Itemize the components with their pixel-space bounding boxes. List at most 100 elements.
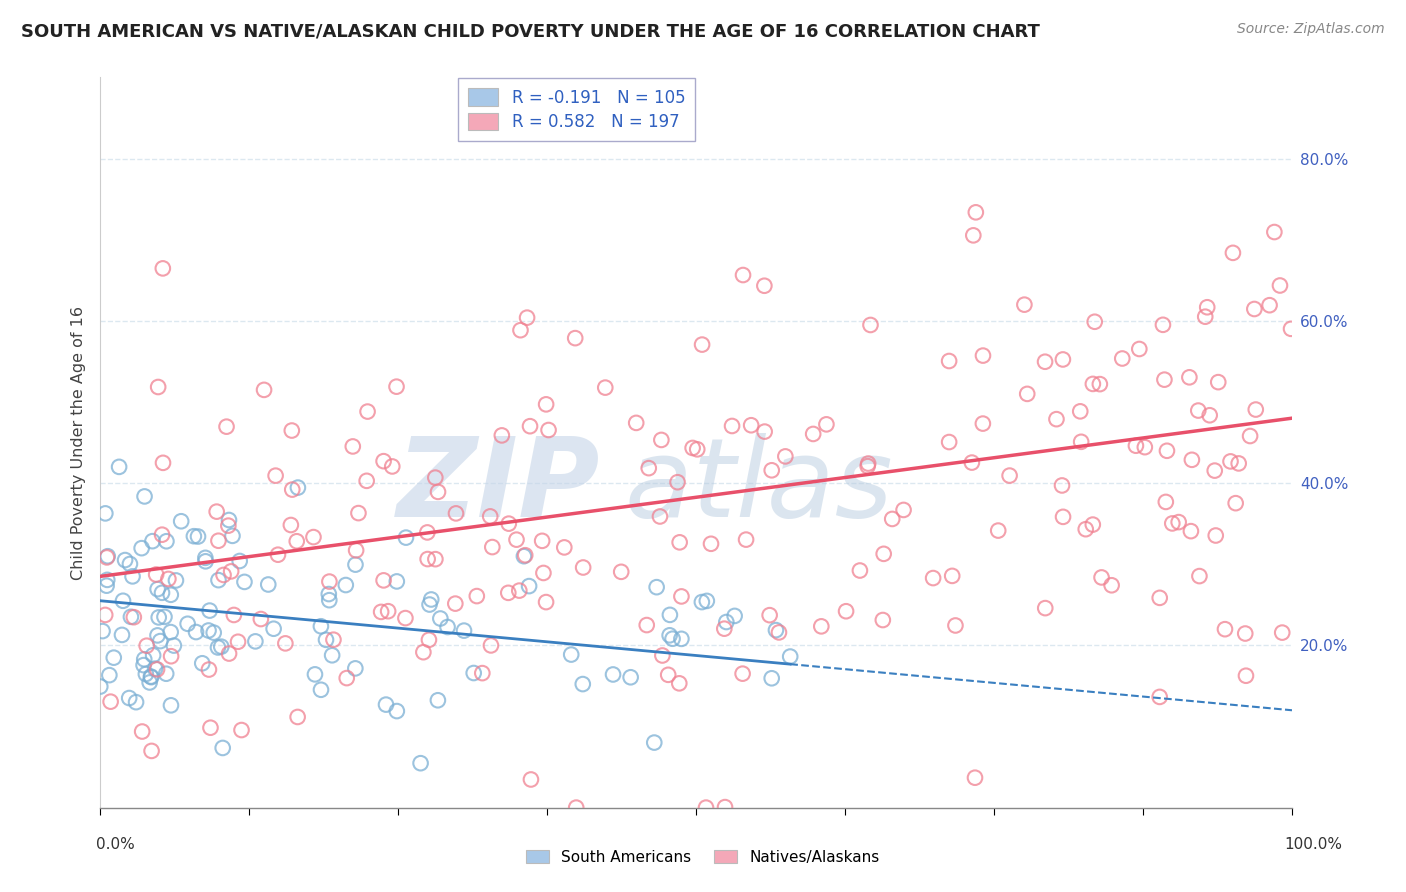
Point	[152, 456, 174, 470]
Point	[1239, 429, 1261, 443]
Point	[740, 418, 762, 433]
Point	[321, 648, 343, 663]
Point	[1205, 528, 1227, 542]
Point	[481, 540, 503, 554]
Point	[571, 677, 593, 691]
Point	[572, 560, 595, 574]
Point	[758, 608, 780, 623]
Point	[893, 503, 915, 517]
Point	[143, 662, 166, 676]
Point	[643, 735, 665, 749]
Point	[1149, 690, 1171, 704]
Point	[97, 549, 120, 564]
Point	[686, 442, 709, 457]
Point	[150, 586, 173, 600]
Point	[690, 595, 713, 609]
Legend: R = -0.191   N = 105, R = 0.582   N = 197: R = -0.191 N = 105, R = 0.582 N = 197	[458, 78, 696, 142]
Point	[89, 680, 111, 694]
Point	[111, 628, 134, 642]
Point	[1213, 622, 1236, 636]
Point	[1271, 625, 1294, 640]
Point	[416, 552, 439, 566]
Point	[444, 597, 467, 611]
Point	[938, 435, 960, 450]
Point	[636, 618, 658, 632]
Point	[1219, 454, 1241, 468]
Point	[835, 604, 858, 618]
Point	[139, 669, 162, 683]
Point	[1197, 300, 1219, 314]
Point	[200, 721, 222, 735]
Point	[465, 589, 488, 603]
Point	[1263, 225, 1285, 239]
Point	[1074, 522, 1097, 536]
Point	[274, 636, 297, 650]
Point	[1198, 409, 1220, 423]
Point	[318, 587, 340, 601]
Point	[347, 506, 370, 520]
Text: 100.0%: 100.0%	[1285, 838, 1343, 852]
Point	[318, 574, 340, 589]
Point	[228, 554, 250, 568]
Point	[309, 619, 332, 633]
Point	[1111, 351, 1133, 366]
Point	[1180, 524, 1202, 538]
Point	[810, 619, 832, 633]
Point	[671, 590, 693, 604]
Point	[610, 565, 633, 579]
Point	[498, 516, 520, 531]
Text: ZIP: ZIP	[398, 433, 600, 540]
Point	[160, 698, 183, 713]
Point	[1017, 387, 1039, 401]
Point	[342, 439, 364, 453]
Point	[150, 527, 173, 541]
Point	[207, 640, 229, 655]
Point	[657, 668, 679, 682]
Point	[209, 640, 232, 654]
Point	[191, 657, 214, 671]
Point	[194, 554, 217, 568]
Point	[479, 639, 502, 653]
Point	[253, 383, 276, 397]
Point	[219, 565, 242, 579]
Point	[141, 534, 163, 549]
Point	[170, 514, 193, 528]
Point	[141, 744, 163, 758]
Point	[593, 381, 616, 395]
Point	[1149, 591, 1171, 605]
Point	[651, 648, 673, 663]
Point	[280, 518, 302, 533]
Point	[267, 548, 290, 562]
Point	[1133, 440, 1156, 454]
Point	[94, 607, 117, 622]
Point	[131, 724, 153, 739]
Point	[281, 424, 304, 438]
Point	[505, 533, 527, 547]
Point	[1188, 569, 1211, 583]
Point	[534, 397, 557, 411]
Point	[624, 416, 647, 430]
Point	[436, 620, 458, 634]
Point	[666, 475, 689, 490]
Point	[416, 525, 439, 540]
Text: SOUTH AMERICAN VS NATIVE/ALASKAN CHILD POVERTY UNDER THE AGE OF 16 CORRELATION C: SOUTH AMERICAN VS NATIVE/ALASKAN CHILD P…	[21, 22, 1040, 40]
Point	[198, 604, 221, 618]
Point	[373, 574, 395, 588]
Point	[394, 611, 416, 625]
Point	[516, 310, 538, 325]
Point	[856, 457, 879, 471]
Point	[250, 612, 273, 626]
Point	[922, 571, 945, 585]
Point	[444, 507, 467, 521]
Point	[427, 484, 450, 499]
Point	[197, 624, 219, 638]
Point	[1178, 370, 1201, 384]
Point	[429, 611, 451, 625]
Point	[131, 541, 153, 556]
Point	[233, 574, 256, 589]
Point	[1194, 310, 1216, 324]
Point	[1243, 301, 1265, 316]
Point	[409, 756, 432, 771]
Point	[96, 579, 118, 593]
Point	[965, 205, 987, 219]
